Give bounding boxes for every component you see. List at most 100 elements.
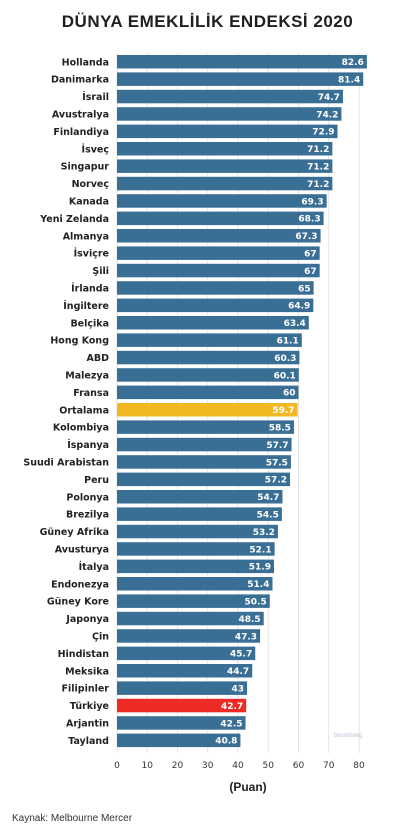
- value-label: 64.9: [288, 302, 310, 312]
- chart-title: DÜNYA EMEKLİLİK ENDEKSİ 2020: [61, 12, 354, 31]
- value-label: 68.3: [298, 215, 320, 225]
- x-tick-label: 20: [172, 761, 184, 771]
- value-label: 48.5: [238, 615, 260, 625]
- bar: [117, 716, 246, 730]
- value-label: 61.1: [277, 336, 299, 346]
- category-label: Endonezya: [51, 579, 109, 590]
- category-label: İrlanda: [71, 283, 109, 294]
- category-label: Singapur: [61, 162, 110, 173]
- value-label: 72.9: [312, 128, 334, 138]
- bar: [117, 385, 299, 400]
- bar: [117, 490, 283, 504]
- bar: [117, 524, 278, 539]
- bar: [117, 350, 300, 365]
- value-label: 45.7: [230, 650, 252, 660]
- value-label: 51.4: [247, 580, 269, 590]
- bar: [117, 420, 294, 434]
- value-label: 60.3: [274, 354, 296, 364]
- bar: [117, 646, 256, 661]
- bar: [117, 577, 273, 591]
- category-label: Ortalama: [59, 405, 109, 416]
- bar: [117, 55, 367, 69]
- category-label: Güney Kore: [47, 597, 109, 608]
- value-label: 57.2: [265, 476, 287, 486]
- value-label: 47.3: [235, 632, 257, 642]
- category-label: Kanada: [69, 196, 109, 207]
- bar: [117, 403, 298, 417]
- value-label: 67: [304, 249, 317, 259]
- category-label: Danimarka: [51, 75, 109, 86]
- category-label: Hindistan: [58, 649, 110, 660]
- category-label: Türkiye: [70, 701, 109, 712]
- category-label: Güney Afrika: [40, 527, 109, 538]
- source-note: Kaynak: Melbourne Mercer: [12, 813, 133, 824]
- value-label: 40.8: [215, 737, 237, 747]
- category-label: Meksika: [65, 666, 109, 677]
- x-tick-label: 50: [263, 761, 275, 771]
- x-tick-label: 0: [114, 761, 120, 771]
- category-label: Avustralya: [52, 109, 109, 120]
- category-label: Hong Kong: [50, 336, 109, 347]
- bar: [117, 333, 302, 347]
- value-label: 82.6: [342, 58, 364, 68]
- category-label: Tayland: [68, 736, 109, 747]
- category-label: Finlandiya: [53, 127, 109, 138]
- category-label: Şili: [92, 266, 109, 277]
- x-tick-label: 40: [232, 761, 244, 771]
- bar: [117, 559, 274, 574]
- bar: [117, 194, 327, 208]
- bar: [117, 281, 314, 295]
- value-label: 53.2: [253, 528, 275, 538]
- category-label: İsviçre: [74, 249, 109, 260]
- value-label: 44.7: [227, 667, 249, 677]
- bar: [117, 594, 270, 608]
- bar: [117, 246, 320, 260]
- bar: [117, 89, 343, 104]
- bar: [117, 542, 275, 556]
- bar: [117, 611, 264, 626]
- bar: [117, 368, 299, 382]
- value-label: 65: [298, 284, 311, 294]
- value-label: 43: [232, 684, 245, 694]
- category-label: İspanya: [67, 440, 109, 451]
- category-label: Norveç: [72, 179, 109, 190]
- value-label: 54.7: [257, 493, 279, 503]
- category-label: İngiltere: [63, 301, 109, 312]
- value-label: 74.2: [316, 110, 338, 120]
- x-tick-label: 30: [202, 761, 214, 771]
- bar: [117, 472, 291, 487]
- category-label: Hollanda: [62, 57, 109, 68]
- value-label: 67: [304, 267, 317, 277]
- category-label: Japonya: [65, 614, 109, 625]
- x-tick-label: 70: [323, 761, 335, 771]
- category-label: Brezilya: [66, 510, 109, 521]
- x-axis-ticks: 0 10 20 30 40 50 60 70 80: [114, 761, 365, 771]
- category-label: Yeni Zelanda: [39, 214, 109, 225]
- value-label: 71.2: [307, 180, 329, 190]
- value-label: 58.5: [269, 423, 291, 433]
- value-label: 69.3: [301, 197, 323, 207]
- bar: [117, 176, 333, 191]
- category-label: Avusturya: [55, 544, 109, 555]
- value-label: 71.2: [307, 145, 329, 155]
- bar: [117, 698, 247, 713]
- value-label: 67.3: [295, 232, 317, 242]
- value-labels: 82.6 81.4 74.7 74.2 72.9 71.2 71.2 71.2 69.3 68.3…: [215, 58, 364, 747]
- value-label: 42.7: [221, 702, 243, 712]
- bar: [117, 437, 292, 452]
- bar: [117, 142, 333, 156]
- category-label: ABD: [87, 353, 110, 364]
- bar: [117, 681, 248, 695]
- value-label: 60.1: [274, 371, 296, 381]
- value-label: 81.4: [338, 75, 360, 85]
- bar: [117, 298, 314, 313]
- value-label: 52.1: [249, 545, 271, 555]
- category-label: Fransa: [73, 388, 109, 399]
- category-label: İsrail: [82, 92, 109, 103]
- category-label: İsveç: [82, 144, 109, 155]
- category-label: Belçika: [70, 318, 109, 329]
- category-label: Suudi Arabistan: [23, 457, 109, 468]
- x-tick-label: 60: [293, 761, 305, 771]
- value-label: 71.2: [307, 162, 329, 172]
